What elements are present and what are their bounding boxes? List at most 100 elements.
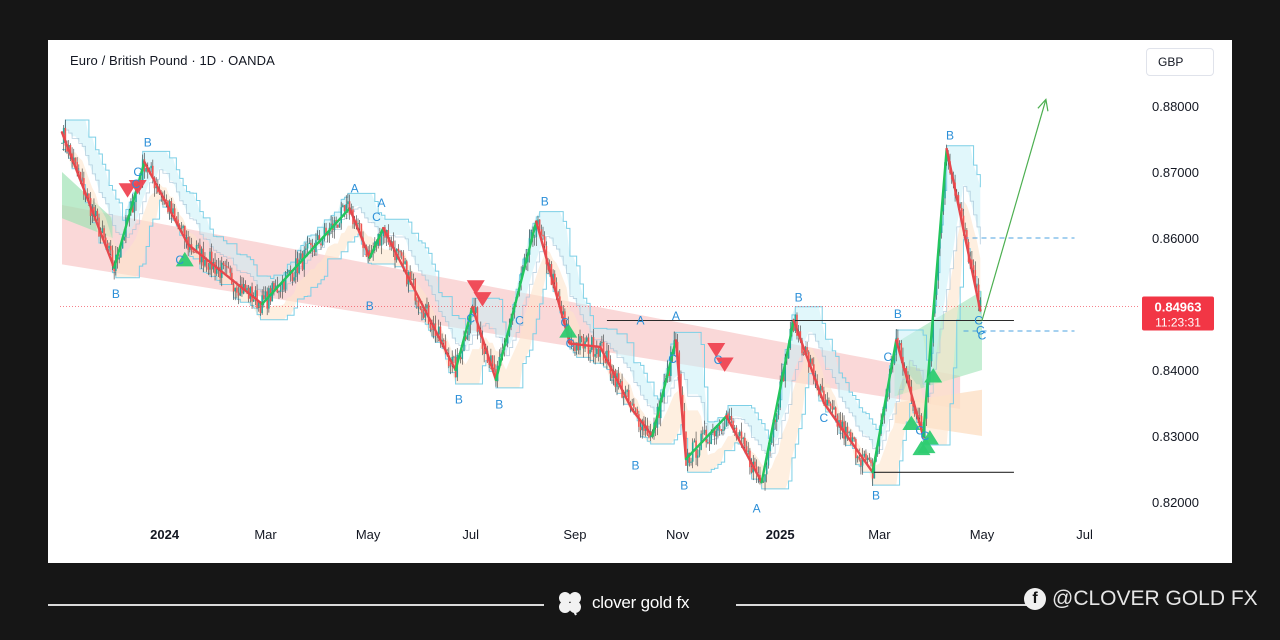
sell-signal-triangle[interactable] [466, 280, 485, 295]
x-tick-label: Nov [666, 527, 690, 542]
candle-body [121, 239, 124, 249]
candle-body [690, 461, 692, 463]
candle [254, 286, 257, 306]
candle-body [865, 453, 867, 461]
candle [703, 420, 706, 436]
candle-body [708, 442, 711, 445]
candle-body [172, 208, 174, 214]
candle-body [226, 266, 228, 268]
candle-body [733, 427, 736, 429]
candle-body [192, 250, 194, 253]
candle [222, 261, 225, 270]
candle-body [740, 431, 743, 439]
social-handle[interactable]: f @CLOVER GOLD FX [1024, 587, 1258, 611]
candle-body [173, 208, 176, 217]
candle-body [298, 259, 300, 274]
candle-body [215, 268, 218, 274]
wave-label: C [820, 411, 829, 425]
candle [316, 230, 319, 241]
sell-signal-triangle[interactable] [118, 183, 137, 198]
candle-body [185, 237, 188, 241]
candle [720, 429, 723, 435]
candle-body [286, 272, 289, 273]
candle-body [717, 425, 719, 431]
y-tick-label: 0.84000 [1152, 363, 1199, 378]
candle-body [419, 306, 422, 309]
candle-body [972, 265, 975, 271]
candle [580, 335, 583, 343]
candle-body [441, 339, 443, 342]
currency-button[interactable]: GBP [1146, 48, 1214, 76]
candle [483, 345, 485, 363]
candle-body [811, 358, 813, 365]
candle-body [421, 308, 423, 313]
buy-signal-triangle[interactable] [175, 251, 194, 267]
buy-signal-triangle[interactable] [902, 415, 921, 430]
x-tick-label: 2024 [150, 527, 180, 542]
candle-body [222, 262, 225, 265]
candle-body [819, 385, 822, 395]
candle-body [722, 429, 724, 431]
candle [313, 242, 316, 256]
candle-body [559, 296, 561, 307]
candle-body [728, 415, 731, 421]
candle-body [259, 301, 262, 314]
candle-body [533, 236, 536, 238]
candle [232, 279, 235, 300]
candle-body [870, 459, 872, 464]
candle [204, 252, 206, 268]
sell-signal-triangle[interactable] [715, 357, 734, 372]
sell-signal-triangle[interactable] [707, 343, 726, 358]
candle [607, 345, 610, 363]
candle [284, 271, 287, 293]
candle-body [555, 282, 558, 292]
candle-body [932, 313, 935, 343]
candle-body [224, 264, 226, 267]
buy-signal-triangle[interactable] [917, 438, 936, 454]
candle-body [93, 207, 95, 217]
candle-body [848, 432, 850, 434]
candle-body [730, 415, 733, 421]
candle [698, 446, 701, 458]
candle-body [964, 229, 966, 231]
buy-signal-triangle[interactable] [924, 368, 943, 383]
buy-signal-triangle[interactable] [559, 323, 578, 338]
candle-body [802, 353, 805, 355]
candle-body [278, 291, 280, 293]
candle-body [974, 270, 977, 285]
wave-segment [471, 306, 498, 382]
sell-signal-triangle[interactable] [473, 292, 492, 307]
candle-body [379, 233, 381, 246]
candle-body [966, 230, 968, 243]
channel-mid-line [62, 129, 981, 459]
candle [64, 119, 67, 153]
last-price-label: 0.84963 [1155, 299, 1202, 314]
wave-label: B [632, 459, 640, 473]
candle [579, 329, 581, 355]
candle-body [806, 347, 808, 352]
wave-label: B [680, 479, 688, 493]
candle [397, 244, 400, 256]
candle [777, 403, 780, 420]
candle-body [251, 286, 253, 302]
social-handle-text: @CLOVER GOLD FX [1052, 587, 1258, 610]
candle-body [696, 455, 699, 458]
candle-body [927, 382, 929, 398]
candle-body [935, 280, 938, 296]
candle-body [197, 244, 200, 246]
candle-body [347, 201, 349, 205]
candle [227, 261, 230, 269]
wave-segment [945, 147, 982, 312]
candle-body [397, 248, 400, 251]
candle-body [641, 420, 644, 431]
sell-signal-triangle[interactable] [128, 179, 147, 195]
candle-body [681, 394, 684, 411]
candle [291, 271, 294, 286]
candle [865, 449, 867, 462]
candle [690, 457, 692, 466]
candle-body [710, 432, 713, 445]
candle-body [459, 357, 462, 360]
candle-body [631, 403, 633, 405]
